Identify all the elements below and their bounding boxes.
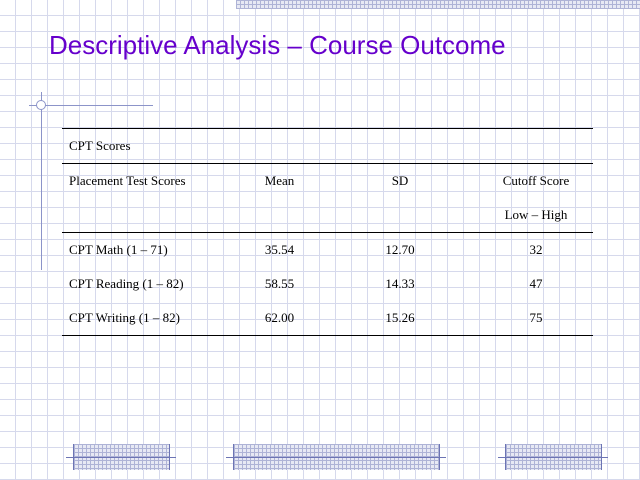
bottom-decorative-line-right [498,457,608,458]
section-label-row: CPT Scores [62,128,594,164]
row-mean: 58.55 [264,276,295,291]
row-cutoff: 47 [529,276,543,291]
header-placement-test-scores: Placement Test Scores [69,173,186,188]
row-sd: 14.33 [385,276,415,291]
row-sd: 12.70 [385,242,415,257]
decorative-circle-icon [36,100,46,110]
decorative-horizontal-line [29,105,153,106]
row-cutoff: 32 [529,242,543,257]
header-row: Placement Test Scores Mean SD Cutoff Sco… [62,164,593,199]
header-cutoff-score: Cutoff Score [502,173,570,188]
row-label: CPT Writing (1 – 82) [69,310,180,325]
row-label: CPT Reading (1 – 82) [69,276,184,291]
section-label: CPT Scores [69,138,131,153]
header-subrow: Low – High [62,198,594,233]
row-mean: 35.54 [264,242,295,257]
row-cutoff: 75 [529,310,543,325]
cpt-scores-table: CPT Scores Placement Test Scores Mean SD… [62,128,594,336]
decorative-vertical-line [41,92,42,270]
header-sd: SD [391,173,409,188]
bottom-decorative-line-center [226,457,446,458]
header-mean: Mean [264,173,295,188]
row-mean: 62.00 [264,310,295,325]
top-decorative-band [236,0,640,9]
table-row: CPT Reading (1 – 82) 58.55 14.33 47 [62,267,593,301]
bottom-decorative-line-left [66,457,176,458]
table-row: CPT Math (1 – 71) 35.54 12.70 32 [62,233,593,268]
header-cutoff-range: Low – High [504,207,568,222]
table-row: CPT Writing (1 – 82) 62.00 15.26 75 [62,301,594,336]
row-label: CPT Math (1 – 71) [69,242,168,257]
slide-title: Descriptive Analysis – Course Outcome [49,30,506,60]
row-sd: 15.26 [385,310,415,325]
